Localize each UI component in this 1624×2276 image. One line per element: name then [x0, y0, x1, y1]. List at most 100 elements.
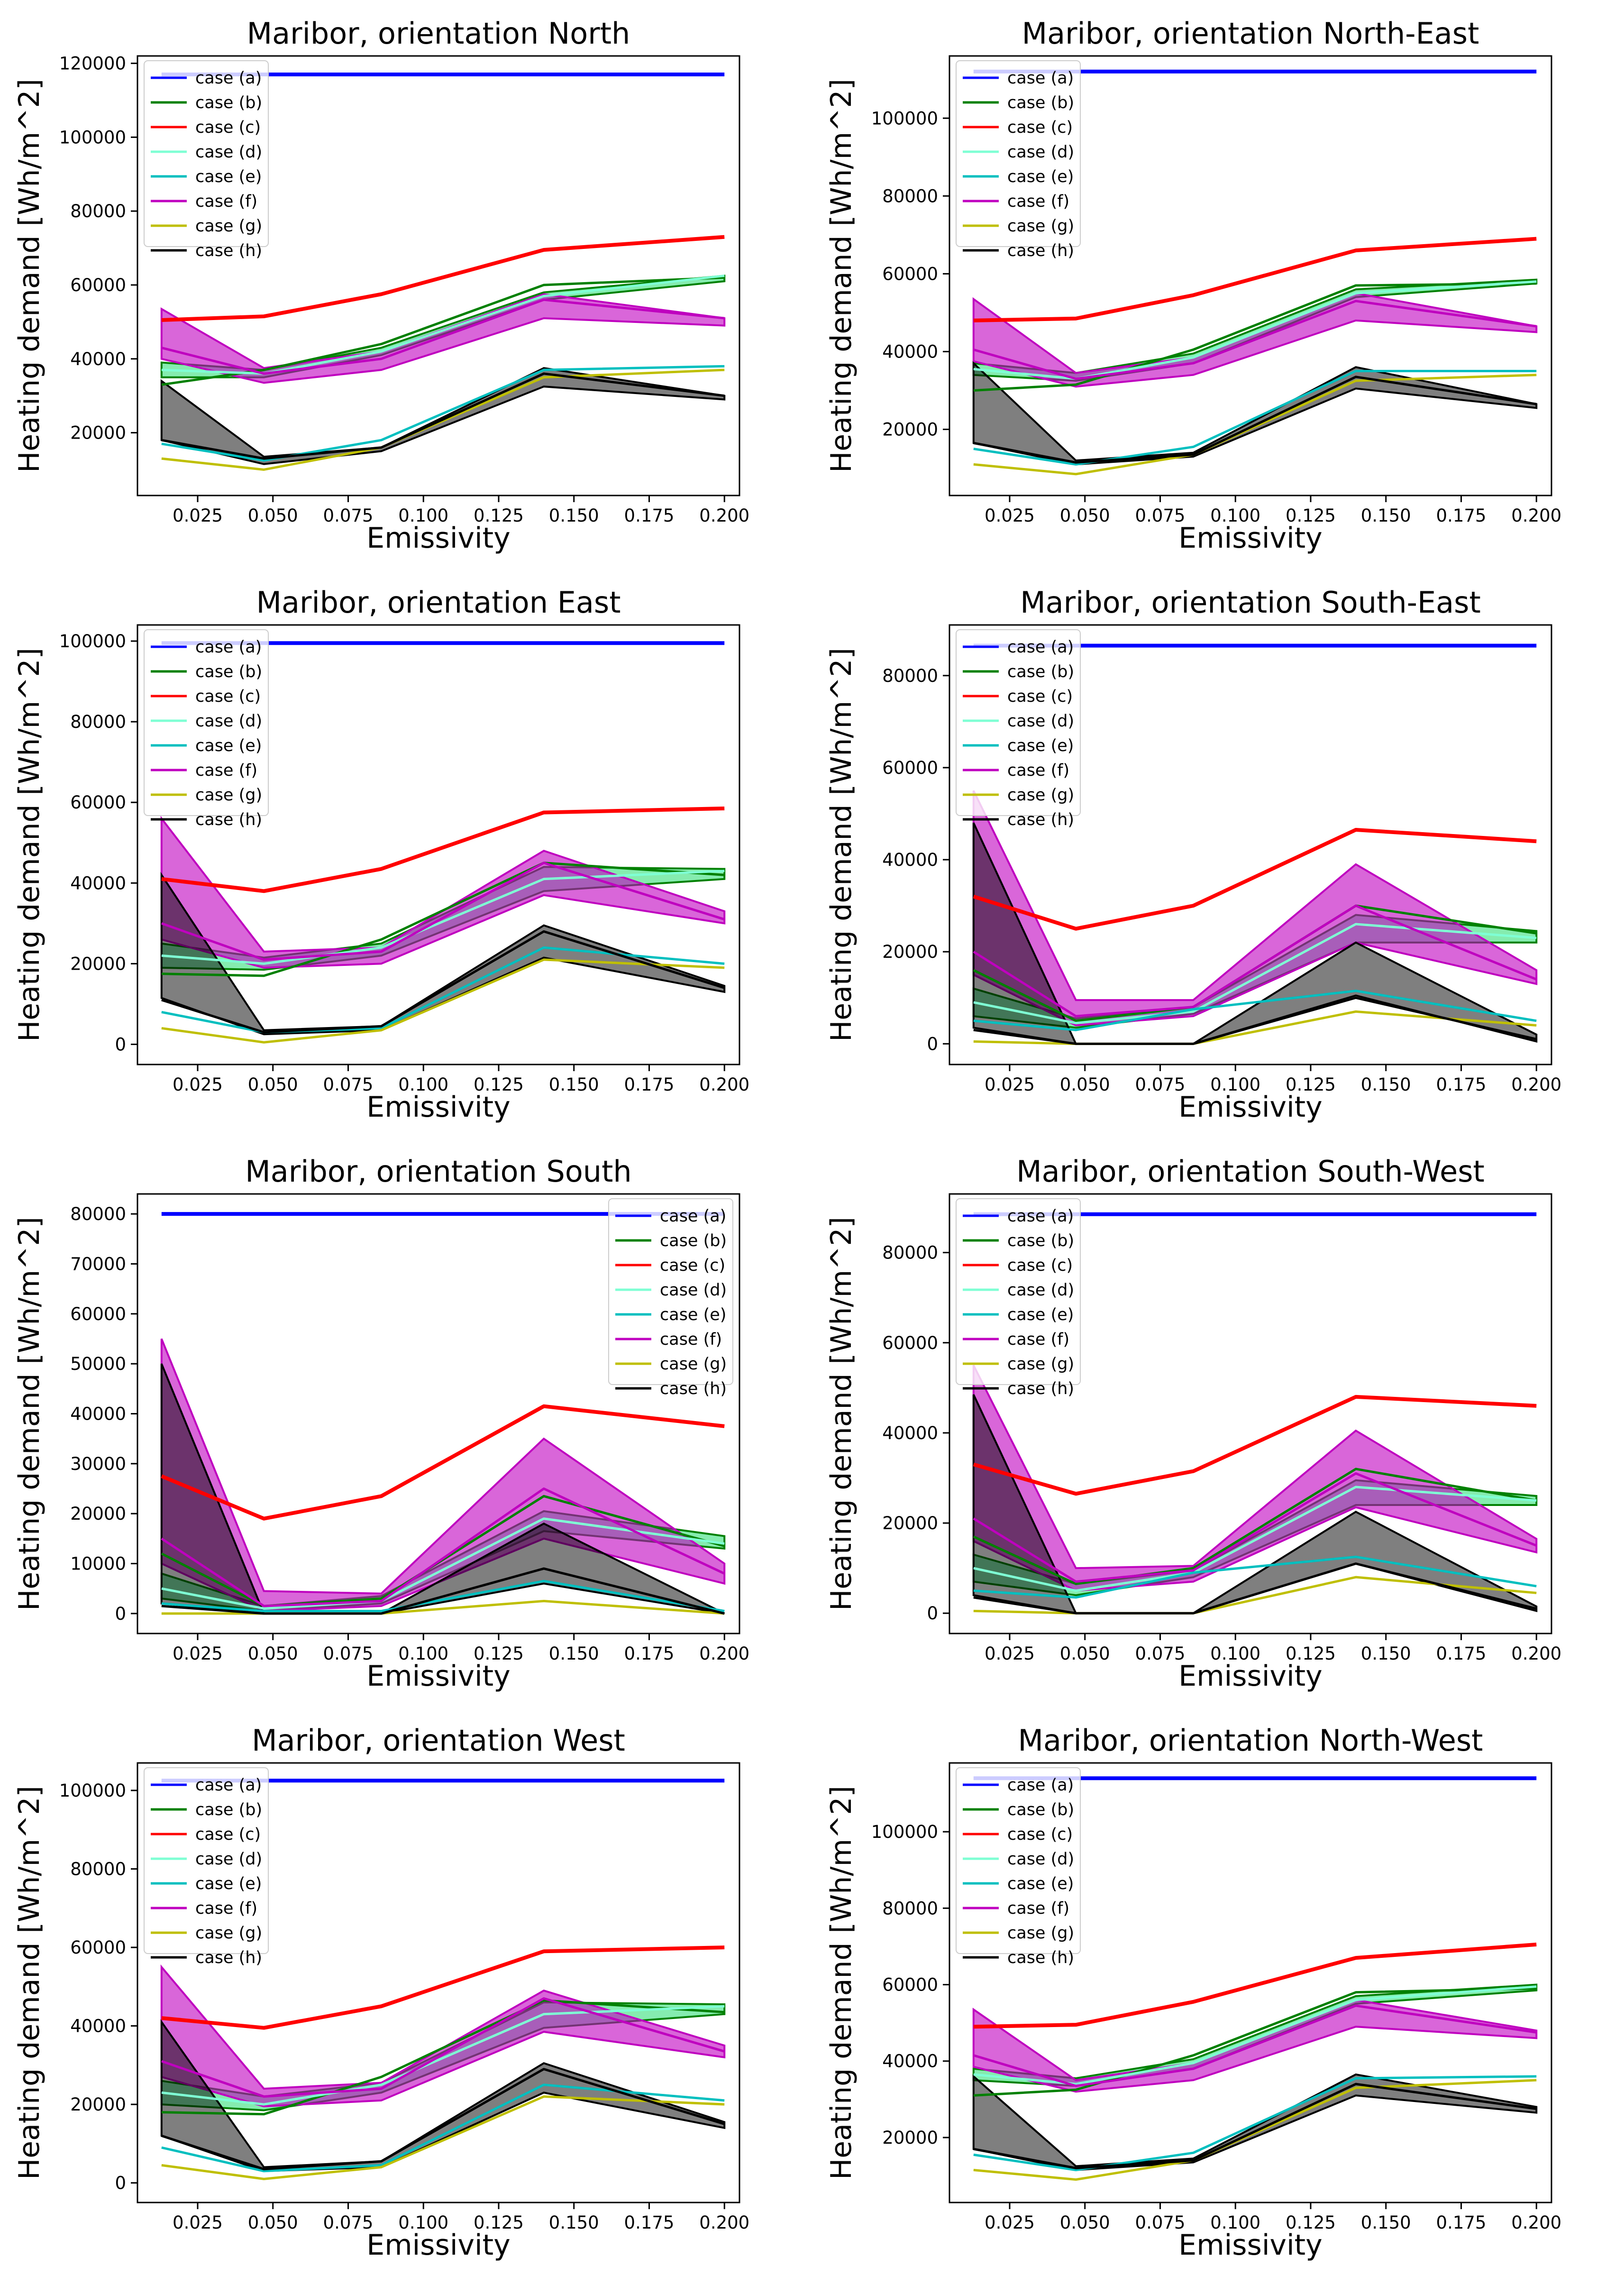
chart-svg: Maribor, orientation North-East Emissivit…	[825, 16, 1561, 555]
legend: case (a) case (b) case (c) case (d) case (e)…	[956, 629, 1081, 829]
series-line-caseb	[973, 1468, 1537, 1585]
legend-label: case (g)	[1007, 1355, 1074, 1374]
legend-label: case (h)	[660, 1379, 727, 1398]
x-axis-label: Emissivity	[366, 1091, 510, 1124]
legend-label: case (d)	[195, 712, 262, 731]
series-line-casee	[161, 365, 725, 462]
legend-label: case (h)	[1007, 241, 1074, 260]
chart-panel-8: Maribor, orientation North-West Emissivit…	[812, 1707, 1624, 2276]
y-axis-label: Heating demand [Wh/m^2]	[825, 79, 858, 473]
chart-svg: Maribor, orientation North-West Emissivit…	[825, 1723, 1561, 2262]
legend-label: case (a)	[1007, 1207, 1074, 1226]
legend-label: case (b)	[195, 93, 262, 112]
x-tick-label: 0.200	[699, 1074, 749, 1095]
x-tick-label: 0.025	[985, 1074, 1035, 1095]
x-tick-label: 0.175	[624, 505, 675, 526]
chart-svg: Maribor, orientation South-West Emissivit…	[825, 1154, 1561, 1693]
y-tick-label: 40000	[70, 1404, 126, 1424]
band-case-h	[972, 361, 1538, 466]
chart-panel-4: Maribor, orientation South-East Emissivit…	[812, 569, 1624, 1138]
x-tick-label: 0.100	[398, 1643, 448, 1664]
x-axis-label: Emissivity	[366, 2229, 510, 2262]
series-line-caseh	[973, 1562, 1537, 1615]
series-line-casec	[161, 1946, 725, 2030]
legend-label: case (f)	[1007, 761, 1069, 780]
legend-label: case (f)	[1007, 192, 1069, 211]
chart-panel-2: Maribor, orientation North-East Emissivit…	[812, 0, 1624, 569]
legend: case (a) case (b) case (c) case (d) case (e)…	[144, 60, 269, 260]
x-tick-label: 0.175	[624, 1074, 675, 1095]
y-tick-label: 0	[115, 2173, 126, 2193]
legend-label: case (e)	[660, 1305, 726, 1324]
y-axis-label: Heating demand [Wh/m^2]	[825, 648, 858, 1042]
legend-label: case (b)	[1007, 1231, 1074, 1250]
legend-label: case (a)	[195, 638, 262, 657]
series-line-caseg	[161, 958, 725, 1044]
x-tick-label: 0.175	[624, 1643, 675, 1664]
y-tick-label: 100000	[59, 127, 126, 147]
x-tick-label: 0.125	[474, 505, 524, 526]
legend-label: case (e)	[195, 736, 262, 755]
plot-area	[972, 1776, 1538, 2181]
series-line-caseh	[973, 2083, 1537, 2169]
series-line-cased	[161, 275, 725, 375]
axes-frame	[137, 55, 740, 496]
legend: case (a) case (b) case (c) case (d) case (e)…	[956, 1198, 1081, 1398]
x-tick-label: 0.150	[1361, 1074, 1411, 1095]
series-line-cased	[161, 2005, 725, 2106]
legend-label: case (g)	[195, 786, 262, 805]
y-tick-label: 120000	[59, 54, 126, 74]
y-tick-label: 100000	[871, 108, 938, 128]
legend-label: case (a)	[1007, 638, 1074, 657]
x-tick-label: 0.175	[624, 2212, 675, 2233]
legend-label: case (h)	[195, 810, 262, 829]
x-tick-label: 0.175	[1436, 505, 1487, 526]
legend-label: case (h)	[1007, 810, 1074, 829]
x-tick-label: 0.075	[1135, 1643, 1186, 1664]
chart-panel-6: Maribor, orientation South-West Emissivit…	[812, 1138, 1624, 1707]
x-tick-label: 0.050	[1060, 2212, 1110, 2233]
series-line-casec	[161, 1404, 725, 1521]
legend-label: case (h)	[1007, 1379, 1074, 1398]
x-tick-label: 0.150	[1361, 2212, 1411, 2233]
y-tick-label: 80000	[70, 1204, 126, 1224]
series-line-caseh	[973, 376, 1537, 464]
y-tick-label: 40000	[70, 2016, 126, 2037]
legend-label: case (c)	[1007, 118, 1073, 137]
y-axis-label: Heating demand [Wh/m^2]	[13, 1217, 46, 1611]
series-line-caseb	[973, 282, 1537, 392]
x-tick-label: 0.150	[1361, 505, 1411, 526]
legend-label: case (d)	[1007, 143, 1074, 162]
x-tick-label: 0.175	[1436, 2212, 1487, 2233]
x-tick-label: 0.075	[323, 505, 374, 526]
series-line-casec	[973, 1395, 1537, 1496]
chart-svg: Maribor, orientation West Emissivity Heati…	[13, 1723, 749, 2262]
x-tick-label: 0.075	[1135, 505, 1186, 526]
chart-svg: Maribor, orientation South Emissivity Heat…	[13, 1154, 749, 1693]
chart-title: Maribor, orientation North-West	[1018, 1723, 1483, 1758]
series-line-casee	[973, 1555, 1537, 1599]
x-tick-label: 0.100	[1210, 1074, 1260, 1095]
legend-label: case (e)	[1007, 1874, 1074, 1893]
x-tick-label: 0.075	[1135, 2212, 1186, 2233]
y-tick-label: 60000	[882, 1975, 938, 1995]
legend-label: case (f)	[195, 192, 257, 211]
legend-label: case (e)	[1007, 736, 1074, 755]
chart-title: Maribor, orientation South	[245, 1154, 631, 1189]
series-line-casef	[973, 1472, 1537, 1583]
x-axis-label: Emissivity	[366, 522, 510, 555]
x-tick-label: 0.200	[1511, 505, 1561, 526]
x-tick-label: 0.050	[248, 1074, 298, 1095]
y-tick-label: 80000	[882, 186, 938, 206]
x-tick-label: 0.100	[398, 505, 448, 526]
chart-svg: Maribor, orientation East Emissivity Heati…	[13, 585, 749, 1124]
series-line-caseh	[161, 930, 725, 1034]
band-case-f	[972, 1365, 1538, 1592]
x-tick-label: 0.200	[1511, 1643, 1561, 1664]
series-line-casee	[973, 2075, 1537, 2171]
legend-label: case (d)	[1007, 1850, 1074, 1869]
legend-label: case (f)	[1007, 1899, 1069, 1918]
legend: case (a) case (b) case (c) case (d) case (e)…	[144, 1767, 269, 1967]
y-tick-label: 60000	[70, 792, 126, 813]
axes-frame	[949, 624, 1552, 1065]
